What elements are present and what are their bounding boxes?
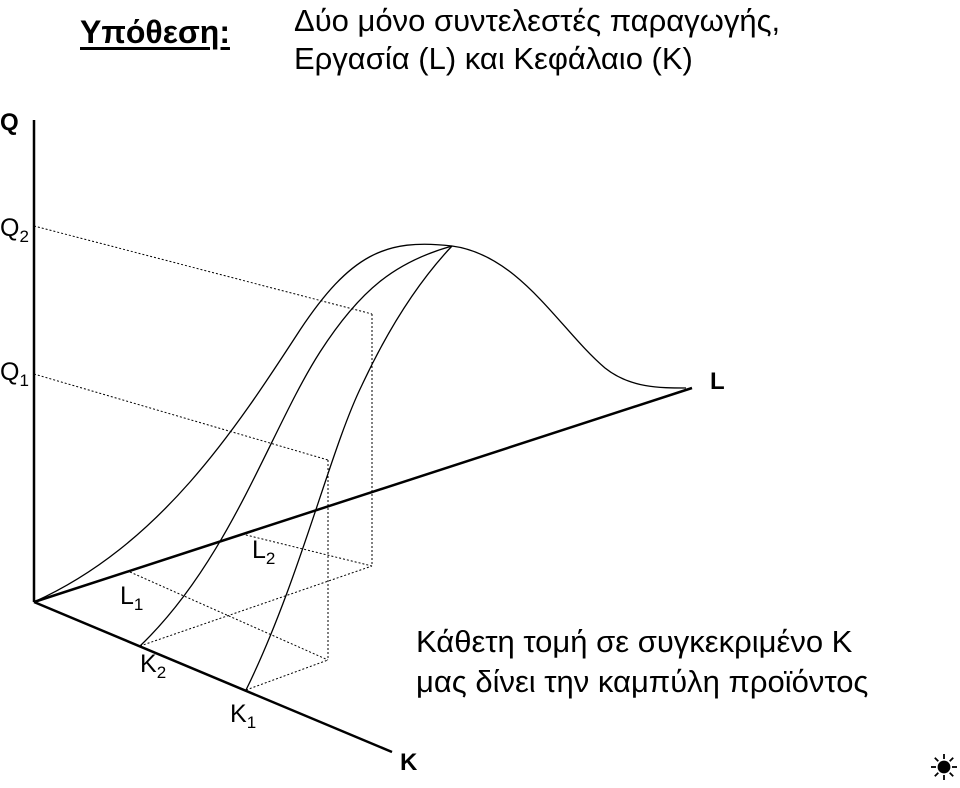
l-axis	[33, 386, 693, 604]
q-axis-label: Q	[0, 109, 19, 136]
q1-label: Q1	[0, 358, 29, 390]
projection-lines	[33, 225, 373, 691]
hypothesis-line-2: Εργασία (L) και Κεφάλαιο (K)	[294, 41, 693, 76]
k2-to-base	[139, 565, 373, 647]
k1-label: K1	[230, 700, 256, 732]
production-surface	[33, 243, 687, 691]
k1-to-base	[245, 659, 329, 691]
hypothesis-label: Υπόθεση:	[80, 14, 230, 50]
caption-line-1: Κάθετη τομή σε συγκεκριμένο K	[416, 624, 853, 659]
l1-label: L1	[120, 582, 143, 614]
sun-icon	[931, 754, 957, 780]
k2-label: K2	[140, 650, 166, 682]
l1-to-base	[129, 571, 329, 661]
production-curve-k0	[33, 243, 687, 603]
hypothesis-line-1: Δύο μόνο συντελεστές παραγωγής,	[294, 3, 781, 38]
k-axis	[33, 600, 393, 754]
q2-label: Q2	[0, 214, 29, 246]
l2-label: L2	[252, 536, 275, 568]
caption: Κάθετη τομή σε συγκεκριμένο K μας δίνει …	[416, 622, 868, 702]
production-curve-k2	[139, 245, 453, 647]
hypothesis-text: Δύο μόνο συντελεστές παραγωγής, Εργασία …	[294, 2, 780, 78]
l-axis-label: L	[710, 368, 725, 395]
q1-projection	[33, 373, 329, 461]
production-curve-k1	[245, 245, 453, 691]
caption-line-2: μας δίνει την καμπύλη προϊόντος	[416, 664, 869, 699]
k-axis-label: K	[400, 749, 418, 776]
